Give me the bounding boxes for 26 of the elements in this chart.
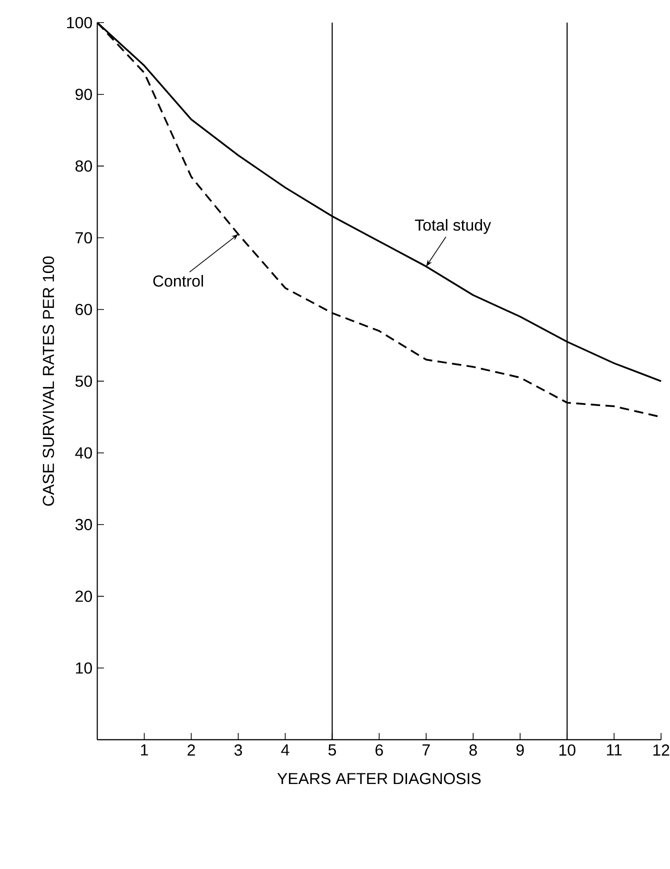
x-tick-label: 9 [516,744,524,756]
x-tick-label: 3 [234,744,242,756]
y-tick-label: 60 [75,304,92,316]
x-tick-label: 1 [140,744,148,756]
annotation: Total study [414,219,491,234]
y-tick-label: 40 [74,447,92,459]
y-tick-label: 30 [75,518,92,530]
y-tick-label: 90 [75,88,92,100]
y-tick-label: 50 [75,376,92,387]
x-tick-label: 7 [422,744,430,756]
x-tick-label: 11 [606,744,622,756]
x-tick-label: 4 [280,744,289,756]
y-tick-label: 20 [75,590,92,602]
x-tick-label: 8 [469,744,477,756]
x-tick-label: 12 [653,744,669,756]
annotation: Control [153,274,203,287]
x-axis-title: YEARS AFTER DIAGNOSIS [277,772,480,784]
x-tick-label: 2 [187,744,195,756]
y-tick-label: 100 [66,16,92,28]
y-tick-label: 70 [75,232,92,244]
x-tick-label: 10 [559,744,576,756]
y-tick-label: 10 [76,662,92,674]
y-tick-label: 80 [75,160,92,172]
y-axis-title: CASE SURVIVAL RATES PER 100 [42,256,54,506]
x-tick-label: 6 [375,744,383,756]
x-tick-label: 5 [328,744,336,756]
